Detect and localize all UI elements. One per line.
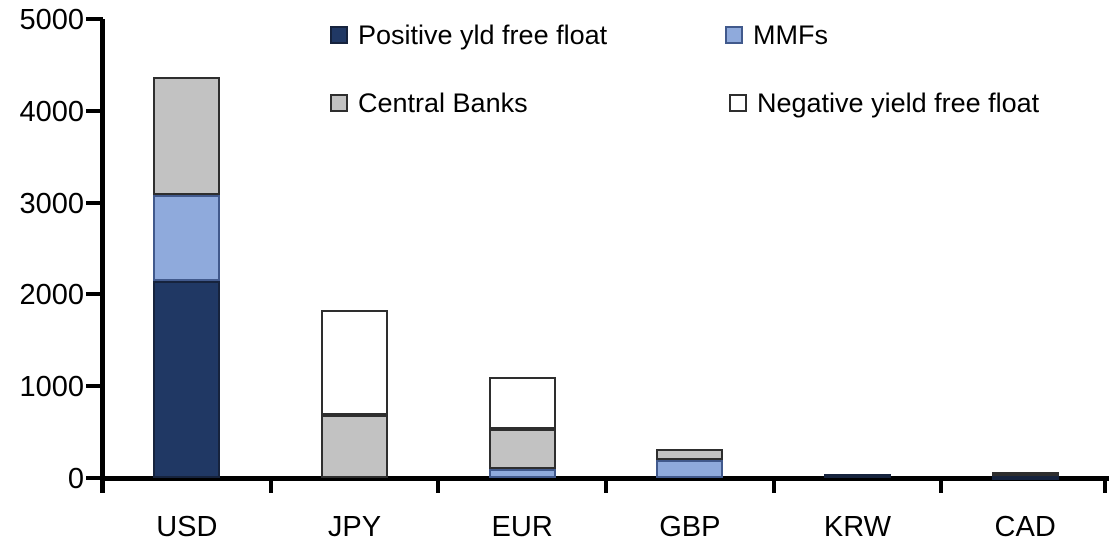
y-tick-2000 (86, 292, 103, 297)
x-tick (604, 476, 608, 493)
legend-item-negative-yield-free-float: Negative yield free float (729, 88, 1039, 118)
x-tick (268, 476, 273, 493)
y-axis-line (100, 19, 105, 493)
bar-segment-usd-mmfs (153, 195, 221, 281)
y-tick-4000 (86, 108, 103, 113)
x-tick (436, 476, 441, 493)
bar-segment-usd-central-banks (153, 76, 221, 196)
legend-swatch-icon (729, 94, 747, 112)
y-axis-label: 5000 (19, 4, 84, 36)
x-axis-label-cad: CAD (994, 511, 1056, 543)
bar-segment-eur-mmfs (488, 468, 556, 478)
x-tick (101, 476, 105, 493)
x-tick (939, 476, 944, 493)
legend-label: Central Banks (358, 88, 528, 118)
x-axis-label-jpy: JPY (327, 511, 382, 543)
x-axis-label-eur: EUR (491, 511, 553, 543)
y-tick-3000 (86, 200, 103, 205)
x-axis-label-krw: KRW (823, 511, 892, 543)
y-axis-label: 1000 (19, 371, 84, 404)
y-axis-label: 2000 (19, 279, 84, 312)
legend-swatch-icon (330, 26, 348, 44)
x-tick (1103, 476, 1107, 493)
bar-segment-jpy-negative-yield-free-float (321, 310, 388, 415)
bar-segment-gbp-central-banks (656, 448, 724, 460)
legend-item-central-banks: Central Banks (330, 88, 528, 118)
legend-swatch-icon (725, 26, 743, 44)
bar-segment-gbp-mmfs (656, 459, 724, 478)
y-axis-label: 0 (67, 463, 84, 495)
bar-segment-cad-central-banks (991, 472, 1059, 477)
bar-segment-cad-positive-yld-free-float (991, 475, 1059, 480)
x-axis-label-gbp: GBP (659, 511, 721, 543)
y-tick-1000 (86, 384, 103, 389)
bar-segment-usd-positive-yld-free-float (153, 280, 221, 478)
y-axis-label: 3000 (19, 187, 84, 220)
x-tick (771, 476, 776, 493)
bar-segment-jpy-central-banks (321, 414, 388, 478)
y-tick-0 (86, 476, 103, 480)
legend-label: Positive yld free float (358, 20, 608, 50)
legend-item-mmfs: MMFs (725, 20, 828, 50)
bar-segment-krw-positive-yld-free-float (824, 474, 891, 479)
legend-item-positive-yld-free-float: Positive yld free float (330, 20, 607, 50)
y-axis-label: 4000 (19, 95, 84, 128)
legend-label: MMFs (753, 20, 828, 50)
legend-label: Negative yield free float (757, 88, 1040, 118)
legend-swatch-icon (330, 94, 348, 112)
bar-segment-eur-central-banks (488, 429, 556, 469)
bar-segment-eur-negative-yield-free-float (488, 377, 556, 430)
y-tick-5000 (86, 17, 103, 21)
x-axis-label-usd: USD (156, 511, 218, 543)
